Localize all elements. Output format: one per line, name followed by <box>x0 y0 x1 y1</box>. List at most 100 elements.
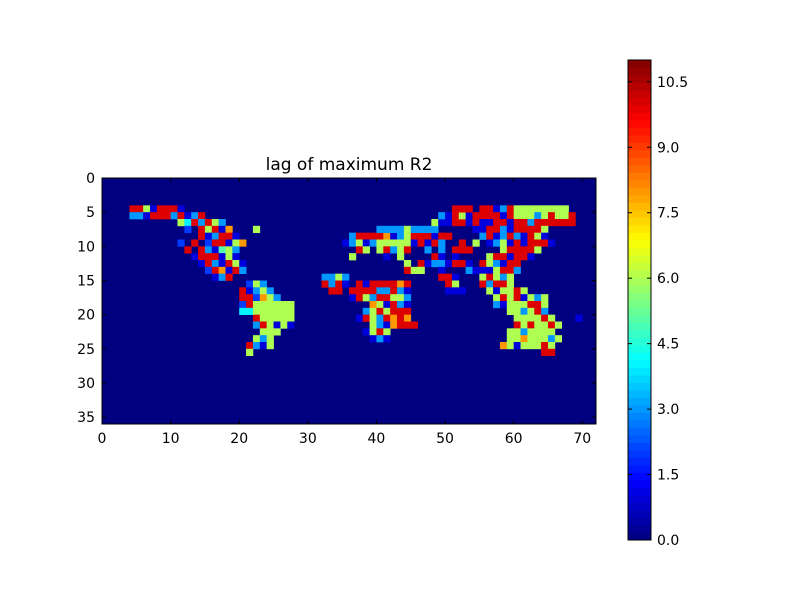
heatmap-cell <box>177 239 185 247</box>
colorbar-segment <box>628 195 651 203</box>
heatmap-cell <box>527 239 535 247</box>
colorbar-segment <box>628 435 651 443</box>
colorbar-segment <box>628 352 651 361</box>
heatmap-cell <box>397 321 405 329</box>
heatmap-cell <box>403 266 412 275</box>
heatmap-cell <box>479 280 487 288</box>
colorbar-segment <box>628 457 651 466</box>
heatmap-cell <box>547 239 556 247</box>
heatmap-cell <box>335 273 343 281</box>
heatmap-cell <box>150 212 158 220</box>
heatmap-cell <box>383 314 391 322</box>
heatmap-cell <box>541 314 549 322</box>
heatmap-cell <box>506 307 515 316</box>
colorbar-segment <box>628 412 651 421</box>
heatmap-cell <box>355 246 364 254</box>
heatmap-cell <box>129 205 137 213</box>
colorbar-segment <box>628 502 651 511</box>
heatmap-cell <box>273 307 281 316</box>
heatmap-cell <box>520 294 528 302</box>
heatmap-cell <box>383 246 391 254</box>
heatmap-cell <box>527 232 535 240</box>
heatmap-cell <box>554 212 563 220</box>
heatmap-cell <box>547 212 556 220</box>
heatmap-cell <box>438 273 446 281</box>
heatmap-cell <box>280 321 288 329</box>
heatmap-cells <box>102 178 596 424</box>
heatmap-cell <box>390 294 398 302</box>
colorbar-segment <box>628 247 651 256</box>
heatmap-cell <box>486 273 494 281</box>
heatmap-cell <box>266 328 274 336</box>
colorbar-segment <box>628 450 651 458</box>
heatmap-cell <box>383 287 391 295</box>
heatmap-cell <box>170 212 178 220</box>
heatmap-cell <box>225 260 233 268</box>
heatmap-cell <box>527 328 535 336</box>
heatmap-cell <box>390 321 398 329</box>
heatmap-cell <box>403 294 412 302</box>
heatmap-cell <box>259 328 268 336</box>
heatmap-cell <box>383 294 391 302</box>
heatmap-cell <box>232 253 240 261</box>
heatmap-cell <box>520 232 528 240</box>
heatmap-cell <box>541 307 549 316</box>
y-axis: 0 5 10 15 20 25 30 35 <box>77 171 596 426</box>
heatmap-cell <box>520 205 528 213</box>
heatmap-cell <box>499 280 508 288</box>
heatmap-cell <box>252 335 261 343</box>
heatmap-cell <box>239 301 247 309</box>
heatmap-cell <box>349 232 357 240</box>
heatmap-cell <box>513 232 521 240</box>
heatmap-cell <box>218 246 226 254</box>
heatmap-cell <box>554 205 563 213</box>
heatmap-cell <box>527 335 535 343</box>
heatmap-cell <box>451 219 460 227</box>
heatmap-cell <box>191 239 199 247</box>
heatmap-cell <box>506 266 515 275</box>
colorbar-segment <box>628 480 651 488</box>
heatmap-cell <box>499 260 508 268</box>
heatmap-cell <box>493 212 501 220</box>
heatmap-cell <box>472 219 480 227</box>
heatmap-cell <box>534 335 542 343</box>
heatmap-cell <box>513 225 521 234</box>
heatmap-cell <box>328 287 336 295</box>
colorbar-tick-label: 7.5 <box>657 206 679 222</box>
heatmap-cell <box>273 301 281 309</box>
heatmap-cell <box>287 307 295 316</box>
colorbar-segment <box>628 345 651 353</box>
heatmap-cell <box>204 260 213 268</box>
heatmap-cell <box>417 260 425 268</box>
heatmap-cell <box>520 246 528 254</box>
heatmap-cell <box>493 239 501 247</box>
colorbar-segment <box>628 262 651 271</box>
colorbar-segment <box>628 390 651 398</box>
heatmap-cell <box>397 294 405 302</box>
heatmap-cell <box>534 225 542 234</box>
heatmap-cell <box>273 314 281 322</box>
heatmap-cell <box>520 219 528 227</box>
heatmap-cell <box>403 280 412 288</box>
heatmap-cell <box>184 219 192 227</box>
heatmap-cell <box>534 321 542 329</box>
heatmap-cell <box>362 246 370 254</box>
heatmap-cell <box>355 239 364 247</box>
heatmap-cell <box>403 246 412 254</box>
heatmap-cell <box>465 212 473 220</box>
heatmap-cell <box>376 328 384 336</box>
heatmap-cell <box>280 307 288 316</box>
y-tick-label: 0 <box>86 171 95 187</box>
heatmap-cell <box>252 301 261 309</box>
heatmap-cell <box>438 266 446 275</box>
heatmap-cell <box>218 273 226 281</box>
heatmap-cell <box>259 342 268 350</box>
heatmap-cell <box>129 212 137 220</box>
heatmap-cell <box>493 219 501 227</box>
heatmap-cell <box>376 314 384 322</box>
heatmap-cell <box>369 321 377 329</box>
heatmap-cell <box>390 287 398 295</box>
colorbar-segment <box>628 420 651 428</box>
colorbar-segment <box>628 465 651 473</box>
heatmap-cell <box>493 205 501 213</box>
